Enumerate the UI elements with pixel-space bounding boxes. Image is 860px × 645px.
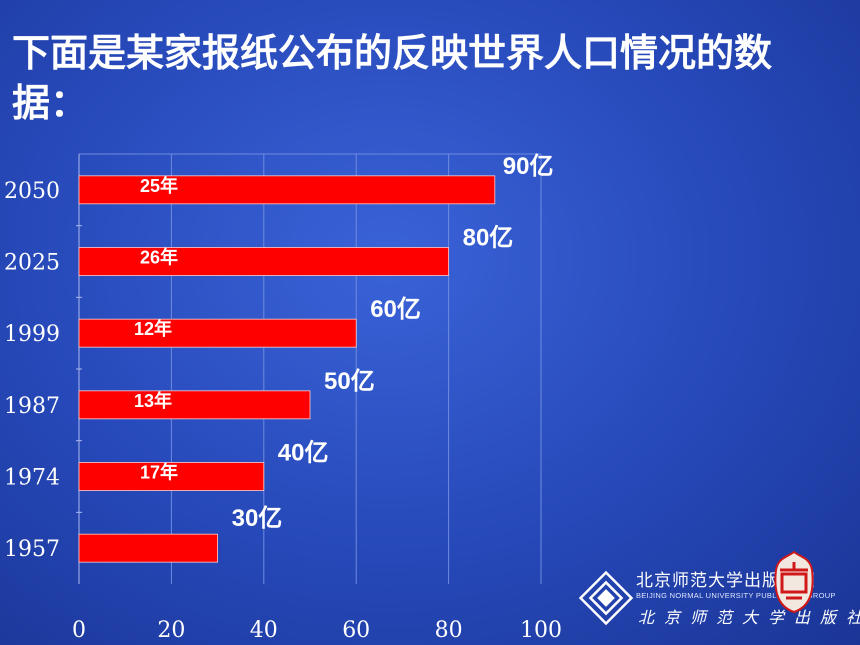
publisher-name-cn: 北京师范大学出版集团 — [636, 571, 816, 591]
y-tick-label-1999: 1999 — [4, 322, 60, 347]
interval-label-1974: 17年 — [140, 462, 178, 483]
x-tick-label-100: 100 — [520, 618, 562, 643]
x-tick-label-20: 20 — [157, 618, 185, 643]
bar-series — [78, 175, 496, 563]
bar-2050 — [78, 175, 496, 205]
bar-1999 — [78, 318, 357, 348]
publisher-name-en: BEIJING NORMAL UNIVERSITY PUBLISHING GRO… — [636, 591, 836, 600]
y-tick-label-2050: 2050 — [4, 179, 60, 204]
interval-label-2050: 25年 — [140, 175, 178, 196]
page-title: 下面是某家报纸公布的反映世界人口情况的数据： — [12, 31, 773, 125]
value-label-1974: 40亿 — [278, 440, 329, 467]
chart-labels: 0 20 40 60 80 100 2050 90亿 25年 2025 80亿 26年 1999 60亿 1… — [4, 153, 562, 643]
x-tick-label-40: 40 — [250, 618, 278, 643]
bar-1974 — [78, 462, 265, 491]
value-label-1987: 50亿 — [324, 368, 375, 395]
interval-label-2025: 26年 — [140, 247, 178, 268]
value-label-2050: 90亿 — [503, 153, 554, 180]
value-label-1957: 30亿 — [232, 505, 283, 532]
press-name-cn: 北京师范大学出版社 — [638, 608, 860, 627]
bar-1987 — [78, 390, 311, 420]
grid-lines — [76, 153, 542, 584]
x-tick-label-0: 0 — [72, 618, 86, 643]
y-tick-label-1987: 1987 — [4, 394, 60, 419]
interval-label-1987: 13年 — [134, 390, 172, 411]
y-tick-label-1974: 1974 — [4, 466, 60, 491]
bar-1957 — [78, 533, 219, 563]
value-label-2025: 80亿 — [463, 225, 514, 252]
seal-icon — [774, 550, 814, 614]
bar-2025 — [78, 247, 450, 276]
y-tick-label-1957: 1957 — [4, 537, 60, 562]
y-tick-label-2025: 2025 — [4, 251, 60, 276]
diamond-logo-icon — [578, 570, 634, 626]
interval-label-1999: 12年 — [134, 318, 172, 339]
publisher-logo: 北京师范大学出版集团 BEIJING NORMAL UNIVERSITY PUB… — [578, 550, 860, 640]
value-label-1999: 60亿 — [370, 296, 421, 323]
x-tick-label-60: 60 — [342, 618, 370, 643]
x-tick-label-80: 80 — [435, 618, 463, 643]
